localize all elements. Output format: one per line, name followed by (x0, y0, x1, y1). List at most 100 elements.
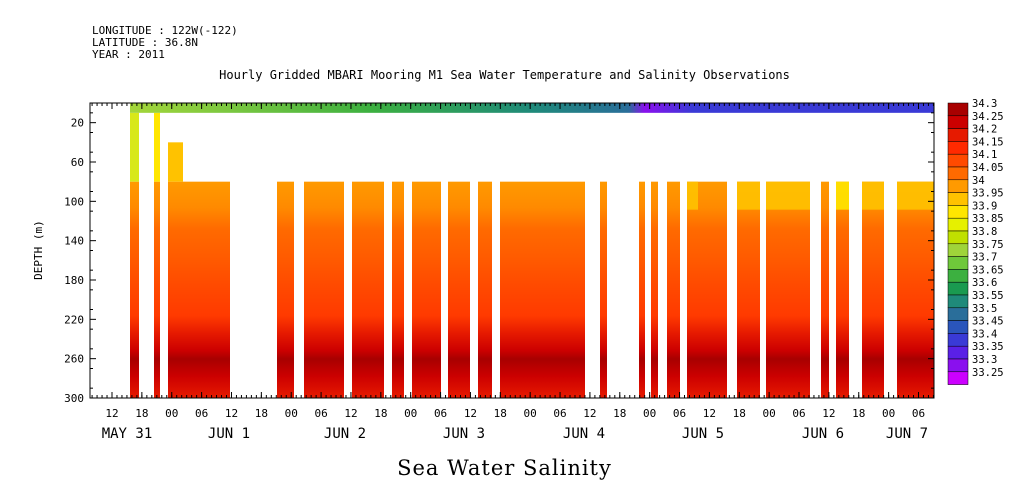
profile-column (277, 181, 294, 398)
colorbar-label: 33.3 (972, 354, 997, 366)
x-hour-label: 12 (583, 407, 596, 420)
y-tick-label: 180 (64, 274, 84, 287)
colorbar-label: 34.05 (972, 162, 1004, 174)
colorbar-swatch (947, 192, 969, 206)
profile-column (352, 181, 384, 398)
colorbar-swatch (947, 320, 969, 334)
x-hour-label: 06 (553, 407, 566, 420)
colorbar-swatch (947, 205, 969, 219)
colorbar-swatch (947, 281, 969, 296)
chart-caption: Sea Water Salinity (397, 456, 612, 480)
colorbar-label: 33.35 (972, 341, 1004, 353)
colorbar-swatch (947, 345, 969, 360)
colorbar-swatch (947, 102, 969, 117)
colorbar-label: 33.6 (972, 277, 997, 289)
y-tick-label: 60 (71, 156, 84, 169)
colorbar-label: 33.9 (972, 200, 997, 212)
profile-column (821, 181, 829, 398)
x-hour-label: 18 (733, 407, 746, 420)
surface-band (130, 103, 934, 113)
shallow-patch (766, 181, 810, 210)
profile-column (154, 181, 160, 398)
x-day-label: JUN 2 (324, 426, 366, 442)
profile-column (766, 181, 810, 398)
colorbar-swatch (947, 358, 969, 373)
colorbar-label: 33.4 (972, 328, 997, 340)
y-tick-label: 300 (64, 392, 84, 405)
profile-column (412, 181, 441, 398)
salinity-heatmap (130, 103, 934, 398)
shallow-patch (737, 181, 760, 210)
x-hour-label: 00 (643, 407, 656, 420)
x-day-label: JUN 3 (443, 426, 485, 442)
colorbar-swatch (947, 153, 969, 168)
colorbar-swatch (947, 141, 969, 155)
profile-column (304, 181, 344, 398)
x-hour-label: 18 (613, 407, 626, 420)
colorbar-swatch (947, 269, 969, 283)
x-hour-label: 06 (314, 407, 327, 420)
early-column-upper (154, 112, 160, 182)
x-day-label: JUN 6 (802, 426, 844, 442)
colorbar-label: 33.85 (972, 213, 1004, 225)
year-label: YEAR : 2011 (92, 48, 165, 61)
y-tick-label: 220 (64, 313, 84, 326)
profile-column (737, 181, 760, 398)
colorbar-label: 34.3 (972, 98, 997, 110)
y-tick-label: 260 (64, 353, 84, 366)
shallow-patch (862, 181, 884, 210)
x-hour-label: 18 (255, 407, 268, 420)
y-tick-label: 100 (64, 195, 84, 208)
colorbar-swatch (947, 243, 969, 257)
x-day-label: MAY 31 (102, 426, 153, 442)
colorbar-label: 33.75 (972, 239, 1004, 251)
profile-column (448, 181, 470, 398)
axes: 20 60 100 140 180 220 260 300 12 18 00 06 12 18 00 06 12… (64, 102, 935, 442)
colorbar-label: 33.55 (972, 290, 1004, 302)
profile-column (168, 181, 230, 398)
y-tick-label: 20 (71, 117, 84, 130)
colorbar-label: 34.2 (972, 124, 997, 136)
longitude-label: LONGITUDE : 122W(-122) (92, 24, 238, 37)
x-day-label: JUN 4 (563, 426, 605, 442)
x-hour-label: 12 (344, 407, 357, 420)
colorbar-swatch (947, 166, 969, 181)
latitude-label: LATITUDE : 36.8N (92, 36, 198, 49)
x-hour-label: 18 (852, 407, 865, 420)
x-hour-label: 12 (225, 407, 238, 420)
shallow-patch (897, 181, 934, 210)
colorbar-swatch (947, 179, 969, 193)
profile-column (639, 181, 645, 398)
profile-column (518, 181, 585, 398)
x-hour-label: 00 (524, 407, 537, 420)
colorbar-swatch (947, 217, 969, 232)
x-hour-label: 06 (792, 407, 805, 420)
x-hour-label: 00 (165, 407, 178, 420)
x-hour-label: 06 (912, 407, 925, 420)
colorbar-label: 33.5 (972, 303, 997, 315)
colorbar-label: 33.25 (972, 367, 1004, 379)
colorbar-swatch (947, 230, 969, 245)
colorbar-label: 33.7 (972, 252, 997, 264)
x-hour-label: 00 (763, 407, 776, 420)
early-column-upper (130, 112, 139, 182)
early-column-upper (168, 142, 183, 182)
chart-title: Hourly Gridded MBARI Mooring M1 Sea Wate… (219, 68, 790, 82)
profile-column (862, 181, 884, 398)
shallow-patch (687, 181, 698, 210)
x-hour-label: 18 (135, 407, 148, 420)
profile-column (651, 181, 658, 398)
colorbar-swatch (947, 294, 969, 309)
colorbar-swatch (947, 256, 969, 270)
colorbar-label: 33.45 (972, 316, 1004, 328)
profile-column (500, 181, 518, 398)
colorbar: 34.334.2534.234.1534.134.053433.9533.933… (947, 98, 1004, 385)
colorbar-swatch (947, 115, 969, 129)
x-hour-label: 06 (434, 407, 447, 420)
x-hour-label: 00 (285, 407, 298, 420)
x-day-label: JUN 1 (208, 426, 250, 442)
profile-column (667, 181, 680, 398)
colorbar-label: 33.95 (972, 188, 1004, 200)
x-hour-label: 12 (703, 407, 716, 420)
